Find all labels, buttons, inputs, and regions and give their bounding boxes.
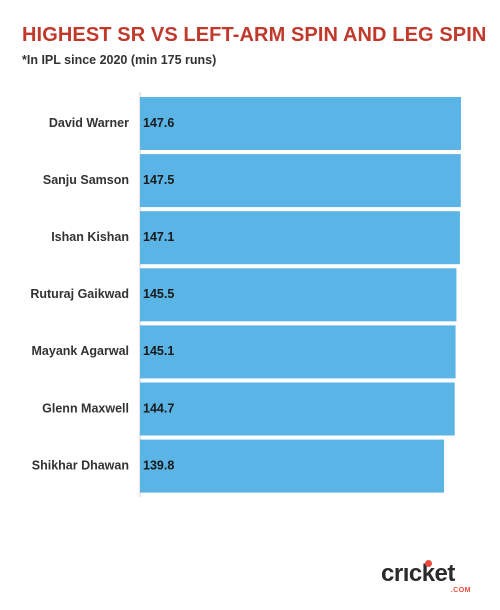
category-label: Ishan Kishan [51, 230, 129, 244]
bar-value-label: 145.1 [143, 344, 174, 358]
category-label: Mayank Agarwal [32, 344, 130, 358]
bar-value-label: 147.6 [143, 116, 174, 130]
category-label: Shikhar Dhawan [32, 458, 129, 472]
logo-suffix: .COM [450, 587, 471, 594]
bar-value-label: 139.8 [143, 458, 174, 472]
bar-value-label: 144.7 [143, 401, 174, 415]
bar [140, 97, 461, 150]
bar [140, 439, 445, 493]
logo-dot-icon [425, 560, 432, 567]
category-label: Glenn Maxwell [42, 401, 129, 415]
cricket-com-logo: crıcket .COM [381, 560, 473, 598]
bar-value-label: 147.1 [143, 230, 174, 244]
bars-group: David Warner 147.6 Sanju Samson 147.5 Ishan … [30, 97, 461, 493]
chart-title: HIGHEST SR VS LEFT-ARM SPIN AND LEG SPIN [22, 24, 487, 46]
category-label: David Warner [49, 116, 129, 130]
logo-wordmark: crıcket [381, 560, 455, 587]
bar [140, 154, 461, 208]
bar [140, 325, 456, 379]
category-label: Sanju Samson [43, 173, 129, 187]
bar [140, 382, 455, 436]
bar [140, 268, 457, 322]
category-label: Ruturaj Gaikwad [30, 287, 129, 301]
bar [140, 211, 460, 265]
bar-value-label: 145.5 [143, 287, 174, 301]
bar-value-label: 147.5 [143, 173, 174, 187]
chart-subtitle: *In IPL since 2020 (min 175 runs) [22, 53, 217, 67]
